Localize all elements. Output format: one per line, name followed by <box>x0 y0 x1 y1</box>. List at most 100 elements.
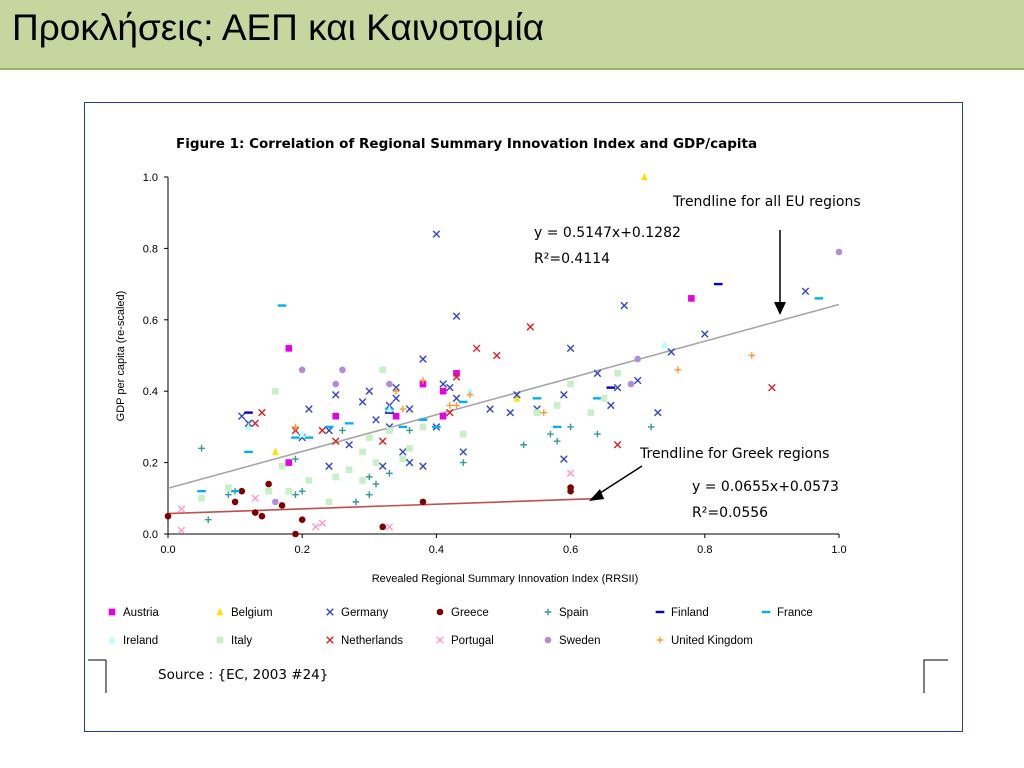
italy-point <box>459 430 467 438</box>
eu-trendline-label: Trendline for all EU regions <box>672 194 861 210</box>
legend-marker-spain <box>544 608 552 616</box>
france-point <box>593 397 602 400</box>
x-tick-label: 0.0 <box>160 544 175 556</box>
united-kingdom-point <box>540 409 548 416</box>
y-tick-label: 0.0 <box>143 529 158 541</box>
germany-point <box>506 408 515 417</box>
greece-point <box>567 487 574 495</box>
germany-point <box>432 230 441 238</box>
netherlands-point <box>768 383 776 392</box>
legend-label-netherlands: Netherlands <box>341 635 403 647</box>
italy-point <box>359 477 366 484</box>
legend-marker-finland <box>655 610 665 614</box>
y-tick-label: 1.0 <box>143 172 158 184</box>
united-kingdom-point <box>674 366 682 374</box>
x-tick-label: 0.8 <box>697 544 712 556</box>
legend-label-sweden: Sweden <box>559 635 601 647</box>
y-axis-label: GDP per capita (re-scaled) <box>115 291 127 422</box>
source-note: Source : {EC, 2003 #24} <box>158 667 328 683</box>
spain-point <box>298 487 306 495</box>
greece-point <box>258 512 266 520</box>
france-point <box>398 425 408 429</box>
germany-point <box>325 462 333 470</box>
greek-trendline-equation: y = 0.0655x+0.0573 <box>692 479 839 495</box>
germany-point <box>607 401 615 410</box>
france-point <box>324 425 334 429</box>
germany-point <box>345 440 353 449</box>
spain-point <box>292 491 299 499</box>
germany-point <box>459 448 468 456</box>
legend-marker-portugal <box>436 636 444 644</box>
italy-point <box>372 459 380 466</box>
figure-frame <box>84 102 963 732</box>
france-point <box>458 400 468 404</box>
germany-point <box>560 455 568 463</box>
legend-label-italy: Italy <box>231 635 252 647</box>
portugal-point <box>311 523 320 531</box>
spain-point <box>459 459 467 466</box>
italy-point <box>600 395 608 402</box>
slide-title: Προκλήσεις: ΑΕΠ και Καινοτομία <box>12 7 545 48</box>
germany-point <box>667 348 676 356</box>
austria-point <box>285 345 293 352</box>
ireland-point <box>386 404 393 413</box>
legend-marker-france <box>761 610 771 614</box>
belgium-point <box>641 172 648 181</box>
finland-point <box>606 386 616 389</box>
italy-point <box>325 498 333 506</box>
france-point <box>197 489 206 493</box>
greece-point <box>292 530 299 538</box>
x-tick-label: 0.2 <box>295 544 310 556</box>
italy-point <box>345 466 353 474</box>
greece-point <box>238 487 246 495</box>
legend-marker-united-kingdom <box>656 636 664 644</box>
spain-point <box>204 516 212 524</box>
italy-point <box>225 484 232 491</box>
germany-point <box>405 405 414 413</box>
greece-point <box>164 512 172 520</box>
portugal-point <box>251 494 260 503</box>
germany-point <box>613 383 622 392</box>
italy-point <box>419 423 427 431</box>
netherlands-point <box>378 437 387 445</box>
finland-point <box>385 411 394 414</box>
italy-point <box>285 487 293 495</box>
germany-point <box>238 412 246 420</box>
netherlands-point <box>258 408 266 417</box>
germany-point <box>419 355 427 363</box>
greek-trendline-label: Trendline for Greek regions <box>639 446 829 462</box>
greek-trendline-arrow <box>596 465 643 496</box>
x-tick-label: 0.6 <box>563 544 578 556</box>
y-tick-label: 0.8 <box>143 243 158 255</box>
legend-label-finland: Finland <box>671 607 709 619</box>
legend-marker-belgium <box>216 607 224 616</box>
sweden-point <box>627 380 635 388</box>
austria-point <box>453 370 460 377</box>
united-kingdom-point <box>446 402 454 409</box>
italy-point <box>399 455 407 463</box>
sweden-point <box>386 380 393 388</box>
germany-point <box>701 330 709 338</box>
germany-point <box>439 380 447 388</box>
united-kingdom-point <box>466 391 474 399</box>
portugal-point <box>385 523 394 531</box>
italy-point <box>198 495 205 502</box>
austria-point <box>419 380 427 388</box>
france-point <box>291 436 300 439</box>
netherlands-point <box>526 323 535 331</box>
austria-point <box>285 459 293 466</box>
netherlands-point <box>492 351 501 360</box>
greece-point <box>379 523 387 531</box>
austria-point <box>688 295 695 302</box>
france-point <box>418 418 428 421</box>
legend-label-ireland: Ireland <box>123 635 158 647</box>
legend-marker-germany <box>326 608 334 616</box>
legend-marker-ireland <box>108 635 116 644</box>
finland-point <box>713 282 723 286</box>
italy-point <box>332 473 340 481</box>
legend-label-portugal: Portugal <box>451 635 494 647</box>
y-tick-label: 0.6 <box>143 315 158 327</box>
x-tick-label: 0.4 <box>429 544 444 556</box>
belgium-point <box>272 447 279 456</box>
